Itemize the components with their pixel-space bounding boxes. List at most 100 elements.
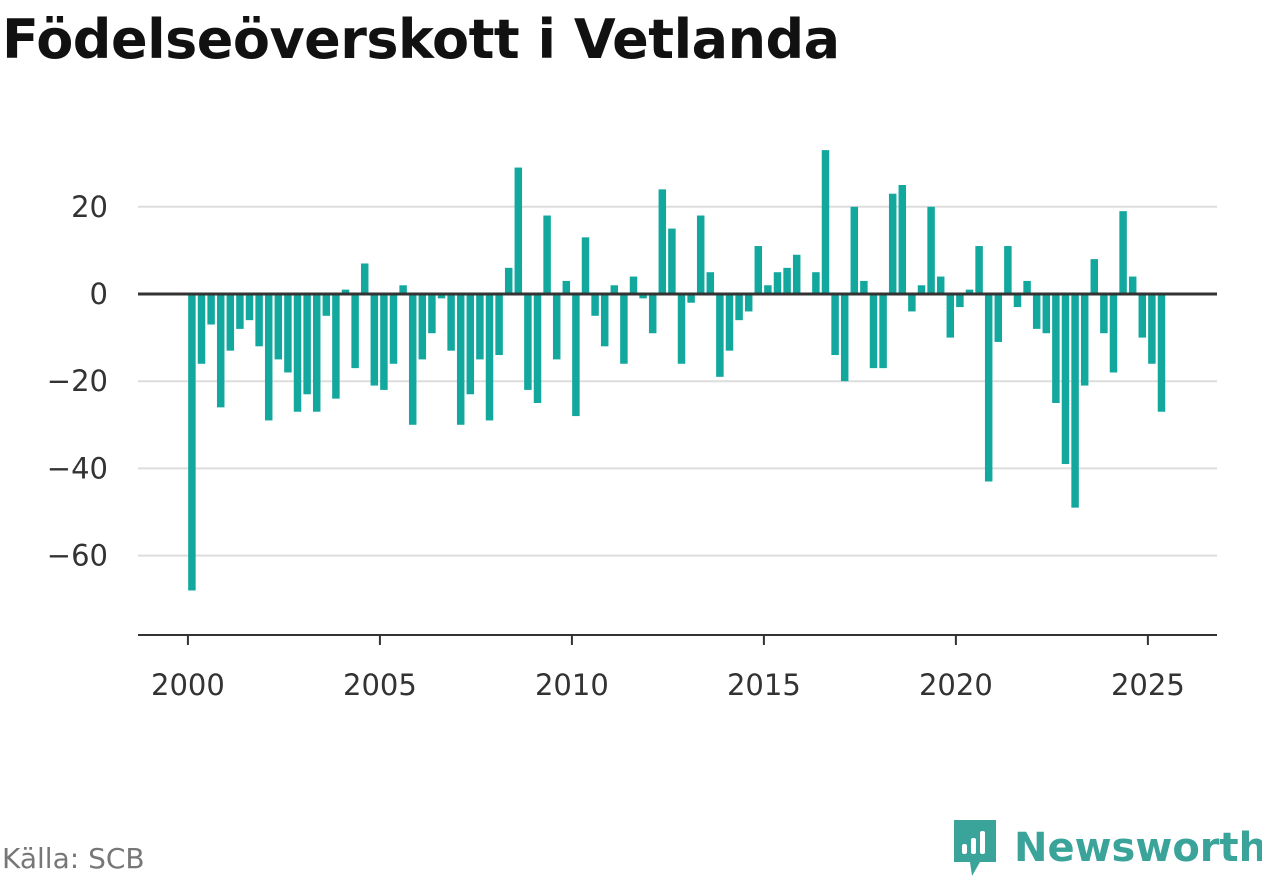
bar [869,294,878,369]
bar [322,294,331,316]
bar [917,285,926,294]
bar [1080,294,1089,386]
bar [898,185,907,294]
bar [706,272,715,294]
bar [812,272,820,294]
bar [437,294,446,299]
bar [1052,294,1060,403]
bar [1061,294,1070,465]
bar [312,294,321,412]
bar [716,294,724,377]
bar [447,294,455,351]
bar [303,294,311,395]
bar [207,294,215,325]
x-tick-label: 2020 [919,668,993,702]
bar [668,228,676,294]
bar [908,294,916,312]
bar [1004,246,1012,294]
bar [524,294,532,390]
bar [341,289,350,294]
bar [1013,294,1022,308]
bar [927,206,935,294]
bar [725,294,734,351]
bar [1148,294,1156,364]
bar [408,294,417,425]
bar [648,294,657,334]
x-tick-label: 2005 [343,668,417,702]
bar [466,294,475,395]
bar [965,289,974,294]
bar [936,276,945,294]
bar [840,294,849,382]
bar [754,246,763,294]
bar [255,294,263,347]
bar [1157,294,1166,412]
bar [581,237,590,294]
bar [744,294,753,312]
bar [216,294,225,408]
bar [783,267,791,294]
bar [1128,276,1137,294]
bar [543,215,551,294]
bar [236,294,244,329]
y-tick-label: 20 [71,190,108,224]
bar [1119,211,1127,294]
source-note: Källa: SCB [2,842,145,875]
y-tick-label: −60 [47,539,108,573]
bar [956,294,964,308]
bar [639,294,647,299]
bar [1023,280,1031,294]
bar [1100,294,1108,334]
bar [1090,259,1099,294]
bar [495,294,503,356]
bar [1042,294,1051,334]
bar [1032,294,1041,329]
bar [831,294,839,356]
bars [188,150,1166,591]
bar [1138,294,1147,338]
y-tick-label: −40 [47,451,108,485]
x-tick-label: 2000 [151,668,225,702]
x-tick-label: 2015 [727,668,801,702]
bar [514,167,523,294]
bar [562,280,571,294]
x-ticks: 2000 2005 2010 2015 2020 2025 [151,635,1185,702]
bar [428,294,436,334]
bar [975,246,983,294]
bar [245,294,254,321]
bar [984,294,993,482]
bar [456,294,465,425]
bar [850,206,859,294]
bar [735,294,743,321]
bar [1109,294,1118,373]
bar [994,294,1003,342]
bar [370,294,379,386]
y-tick-label: −20 [47,364,108,398]
bar [274,294,283,360]
bar [284,294,292,373]
newsworthy-logo-icon [954,820,996,876]
x-tick-label: 2025 [1111,668,1185,702]
brand-name: Newsworthy [1014,825,1262,871]
bar [533,294,542,403]
bar [572,294,580,417]
bar [879,294,887,369]
bar [476,294,484,360]
bar [360,263,369,294]
bar [773,272,782,294]
bar [552,294,561,360]
bar [197,294,206,364]
bar [821,150,830,294]
bar [332,294,340,399]
bar [610,285,619,294]
bar [600,294,609,347]
bar [226,294,235,351]
bar [485,294,494,421]
bar [264,294,273,421]
y-tick-label: 0 [90,277,108,311]
x-tick-label: 2010 [535,668,609,702]
bar [658,189,667,294]
bar [792,254,801,294]
brand-logo: Newsworthy [950,816,1262,880]
